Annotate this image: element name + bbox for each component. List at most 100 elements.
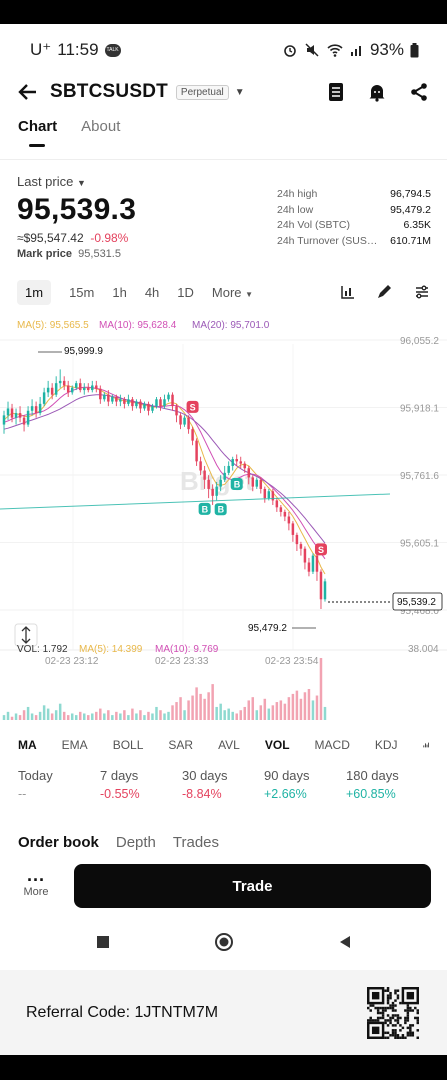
interval-1d[interactable]: 1D <box>177 284 194 300</box>
indicator-macd[interactable]: MACD <box>314 738 350 752</box>
qr-module <box>386 993 390 997</box>
candle-body <box>243 463 246 469</box>
indicator-settings-icon[interactable] <box>422 737 429 753</box>
qr-module <box>396 1021 400 1024</box>
price-alert-bell-icon[interactable] <box>367 82 387 102</box>
volume-bar <box>267 708 271 720</box>
volume-bar <box>215 706 218 720</box>
qr-module <box>401 1026 405 1029</box>
volume-bar <box>91 713 94 720</box>
chart-settings-icon[interactable] <box>414 284 430 300</box>
qr-module <box>394 988 397 992</box>
buy-marker <box>214 503 227 516</box>
back-arrow-icon[interactable] <box>18 83 38 101</box>
symbol-title[interactable]: SBTCSUSDT <box>50 81 168 102</box>
qr-module <box>389 1021 392 1024</box>
perf-value: +2.66% <box>264 787 307 801</box>
share-icon[interactable] <box>409 82 429 102</box>
tab-chart[interactable]: Chart <box>18 118 57 159</box>
home-icon[interactable] <box>214 932 234 952</box>
y-tick-label: 95,468.0 <box>400 606 439 617</box>
back-icon[interactable] <box>338 935 352 949</box>
chart-type-icon[interactable] <box>340 284 356 300</box>
qr-module <box>416 1028 419 1032</box>
last-price-selector[interactable]: Last price ▼ <box>17 174 277 189</box>
qr-module <box>369 1008 372 1012</box>
chevron-down-icon: ▼ <box>77 178 86 188</box>
draw-tool-icon[interactable] <box>376 284 394 300</box>
interval-1m[interactable]: 1m <box>17 279 52 305</box>
chart-canvas[interactable]: MA(5): 95,565.5 MA(10): 95,628.4 MA(20):… <box>0 314 447 724</box>
candle-body <box>311 555 315 572</box>
candle-body <box>171 394 174 407</box>
volume-bar <box>70 713 74 720</box>
qr-module <box>386 1018 390 1022</box>
qr-finder <box>371 991 380 999</box>
candle-body <box>74 383 78 388</box>
qr-module <box>404 1036 407 1039</box>
more-button[interactable]: ··· More <box>0 871 72 898</box>
candle-body <box>183 417 186 425</box>
indicator-vol[interactable]: VOL <box>264 738 290 752</box>
qr-module <box>409 1023 412 1027</box>
interval-more[interactable]: More ▼ <box>212 285 253 300</box>
tab-depth[interactable]: Depth <box>115 834 156 851</box>
qr-module <box>399 1036 402 1039</box>
volume-bar <box>195 687 198 720</box>
rules-book-icon[interactable] <box>327 82 345 102</box>
top-black-bar <box>0 0 447 24</box>
candle-body <box>6 408 10 416</box>
qr-module <box>374 1006 377 1009</box>
perf-value: -- <box>18 787 27 801</box>
contract-type-badge: Perpetual <box>175 84 229 100</box>
candle-body <box>179 415 182 425</box>
volume-bar <box>103 713 106 720</box>
qr-module <box>389 991 392 994</box>
candle-body <box>26 410 30 425</box>
indicator-ema[interactable]: EMA <box>61 738 88 752</box>
volume-bar <box>107 710 110 720</box>
main-tabs: Chart About <box>0 108 447 160</box>
volume-bar <box>135 713 138 720</box>
y-axis-resize-handle[interactable] <box>14 623 38 647</box>
tab-trades[interactable]: Trades <box>172 834 220 851</box>
tab-about[interactable]: About <box>81 118 121 135</box>
interval-4h[interactable]: 4h <box>144 284 160 300</box>
qr-module <box>391 1013 395 1017</box>
candle-body <box>163 399 166 407</box>
ma20-legend: MA(20): 95,701.0 <box>192 320 270 331</box>
candle-body <box>175 406 178 416</box>
more-label: More <box>23 886 49 898</box>
perf-today: Today -- <box>18 768 100 818</box>
recent-apps-icon[interactable] <box>96 935 110 949</box>
trade-button[interactable]: Trade <box>74 864 431 908</box>
x-tick-label: 02-23 23:12 <box>45 656 99 667</box>
indicator-kdj[interactable]: KDJ <box>374 738 398 752</box>
perf-180d: 180 days +60.85% <box>346 768 428 818</box>
perf-value: -8.84% <box>182 787 222 801</box>
indicator-sar[interactable]: SAR <box>168 738 194 752</box>
volume-bar <box>143 715 146 720</box>
candle-body <box>87 387 90 391</box>
qr-module <box>384 1021 387 1024</box>
qr-module <box>376 1016 380 1019</box>
interval-15m[interactable]: 15m <box>69 284 95 300</box>
vol-ma10-legend: MA(10): 9.769 <box>155 644 219 655</box>
volume-chart[interactable]: VOL: 1.792 MA(5): 14.399 MA(10): 9.769 3… <box>0 636 447 726</box>
candlestick-chart[interactable]: MA(5): 95,565.5 MA(10): 95,628.4 MA(20):… <box>0 314 447 724</box>
tab-order-book[interactable]: Order book <box>18 834 99 851</box>
volume-bar <box>247 700 251 720</box>
qr-module <box>389 1006 392 1009</box>
indicator-boll[interactable]: BOLL <box>112 738 144 752</box>
candle-body <box>307 562 311 572</box>
qr-module <box>409 1006 412 1009</box>
indicator-ma[interactable]: MA <box>18 738 37 752</box>
volume-bar <box>307 689 311 720</box>
volume-bar <box>175 702 178 720</box>
indicator-avl[interactable]: AVL <box>218 738 240 752</box>
interval-1h[interactable]: 1h <box>112 284 127 300</box>
qr-module <box>401 1036 405 1039</box>
qr-module <box>396 1018 400 1022</box>
qr-module <box>399 1023 402 1027</box>
symbol-dropdown-icon[interactable]: ▼ <box>234 86 245 98</box>
